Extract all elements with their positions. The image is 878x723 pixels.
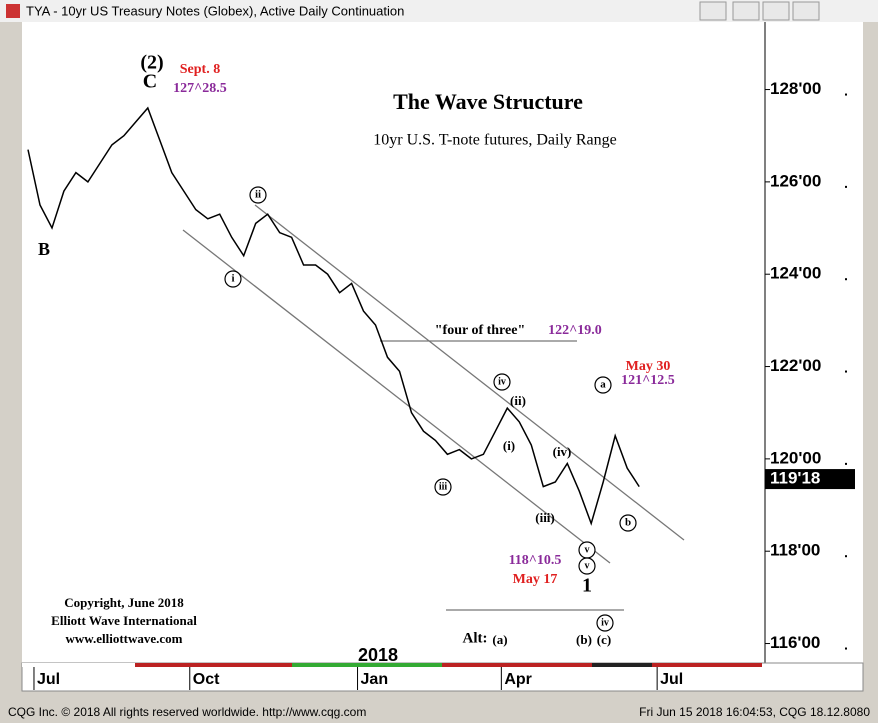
tick-dot: [845, 370, 847, 373]
annotation: May 17: [513, 572, 558, 587]
annotation: v: [585, 544, 590, 555]
tick-dot: [845, 647, 847, 650]
annotation: a: [600, 379, 606, 391]
year-label: 2018: [358, 645, 398, 665]
annotation: iii: [439, 481, 448, 492]
annotation: C: [143, 71, 157, 93]
annotation: May 30: [626, 359, 671, 374]
status-bar: [0, 703, 878, 723]
price-axis: [765, 22, 863, 663]
wave-circle: [594, 376, 612, 394]
wave-circle: [619, 514, 637, 532]
app-icon: [6, 4, 20, 18]
channel-line: [182, 229, 611, 564]
annotation: B: [38, 239, 50, 259]
annotation: (ii): [510, 393, 526, 408]
x-tick-label: Jul: [37, 671, 60, 688]
y-tick-label: 116'00: [770, 633, 820, 652]
axis-band: [442, 663, 592, 667]
tick-dot: [845, 278, 847, 281]
wave-circle: [578, 557, 596, 575]
link-button[interactable]: [699, 1, 727, 21]
close-button[interactable]: [792, 1, 820, 21]
last-price-box: [765, 469, 855, 490]
y-tick-label: 128'00: [770, 79, 821, 98]
chart-title: The Wave Structure: [393, 89, 583, 114]
plot-area: [22, 22, 765, 663]
annotation: Sept. 8: [180, 62, 220, 77]
status-left: CQG Inc. © 2018 All rights reserved worl…: [8, 705, 366, 719]
time-axis: [21, 662, 864, 692]
copyright: Elliott Wave International: [51, 613, 197, 628]
x-tick-label: Jan: [361, 671, 389, 688]
tick-dot: [845, 93, 847, 96]
x-tick-label: Jul: [660, 671, 683, 688]
y-tick-label: 120'00: [770, 448, 821, 467]
maximize-button[interactable]: [762, 1, 790, 21]
annotation: iv: [601, 617, 609, 628]
annotation: 127^28.5: [173, 81, 227, 96]
annotation: 122^19.0: [548, 323, 602, 338]
y-tick-label: 118'00: [770, 541, 820, 560]
annotation: (iv): [553, 444, 572, 459]
tick-dot: [845, 185, 847, 188]
x-tick-label: Apr: [504, 671, 532, 688]
status-right: Fri Jun 15 2018 16:04:53, CQG 18.12.8080: [639, 705, 870, 719]
chart-subtitle: 10yr U.S. T-note futures, Daily Range: [373, 132, 617, 149]
title-bar: [0, 0, 878, 22]
annotation: i: [231, 273, 234, 285]
annotation: 1: [582, 575, 592, 597]
y-tick-label: 124'00: [770, 264, 821, 283]
y-tick-label: 122'00: [770, 356, 821, 375]
axis-band: [292, 663, 442, 667]
minimize-button[interactable]: [732, 1, 760, 21]
axis-band: [652, 663, 762, 667]
annotation: iv: [498, 376, 506, 387]
wave-circle: [249, 186, 267, 204]
price-line: [27, 106, 640, 526]
axis-band: [592, 663, 652, 667]
window-title: TYA - 10yr US Treasury Notes (Globex), A…: [26, 3, 404, 18]
annotation: b: [625, 517, 631, 529]
wave-circle: [224, 270, 242, 288]
annotation: (c): [597, 632, 611, 647]
wave-circle: [493, 373, 511, 391]
annotation: (a): [492, 632, 507, 647]
tick-dot: [845, 462, 847, 465]
left-gutter: [0, 22, 22, 662]
wave-circle: [596, 614, 614, 632]
annotation: (2): [140, 52, 163, 74]
wave-circle: [434, 478, 452, 496]
annotation: (iii): [535, 510, 555, 525]
annotation: (b): [576, 632, 592, 647]
channel-line: [254, 204, 685, 541]
copyright: www.elliottwave.com: [66, 631, 183, 646]
annotation: Alt:: [463, 630, 488, 646]
annotation: 121^12.5: [621, 373, 675, 388]
annotation: ii: [255, 189, 261, 201]
copyright: Copyright, June 2018: [64, 595, 184, 610]
y-tick-label: 126'00: [770, 171, 821, 190]
annotation: "four of three": [435, 323, 525, 338]
axis-band: [135, 663, 292, 667]
x-tick-label: Oct: [193, 671, 220, 688]
annotation: v: [585, 560, 590, 571]
last-price-label: 119'18: [770, 469, 820, 488]
annotation: 118^10.5: [509, 553, 562, 568]
annotation: (i): [503, 438, 515, 453]
tick-dot: [845, 555, 847, 558]
axis-band: [22, 663, 135, 667]
